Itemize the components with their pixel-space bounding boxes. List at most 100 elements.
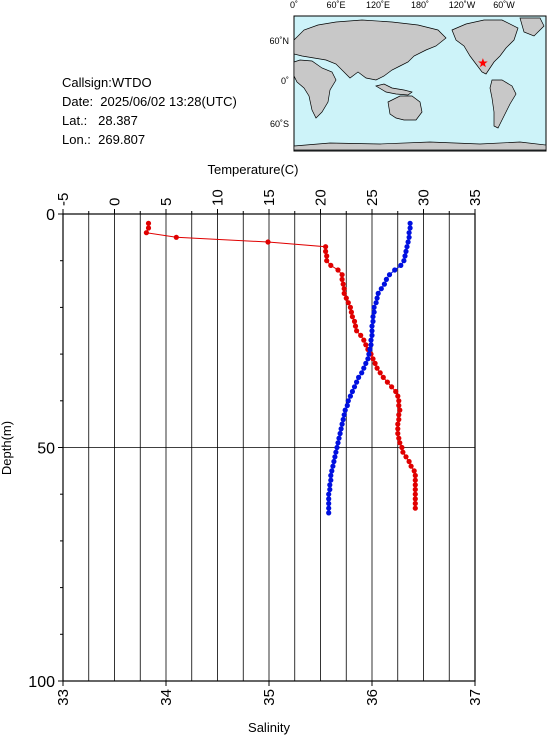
callsign-text: Callsign:WTDO [62, 75, 152, 90]
salinity-data-point [392, 267, 398, 273]
map-lat-label: 60˚S [270, 119, 289, 129]
salinity-data-point [402, 253, 408, 259]
map-lon-label: 180˚ [411, 0, 429, 10]
temperature-data-point [384, 379, 390, 385]
salinity-data-point [327, 486, 333, 493]
temperature-data-point [399, 444, 405, 451]
temperature-data-point [341, 286, 347, 292]
salinity-data-point [381, 281, 387, 287]
map-lon-label: 120˚W [449, 0, 476, 10]
salinity-data-point [338, 426, 344, 432]
temperature-data-point [380, 374, 386, 380]
salinity-data-point [328, 477, 334, 483]
temperature-data-point [389, 384, 395, 390]
temperature-data-point [396, 398, 402, 404]
salinity-data-point [368, 342, 374, 348]
world-map: 0˚ 60˚E 120˚E 180˚ 120˚W 60˚W 60˚N 0˚ 60… [269, 0, 547, 152]
salinity-data-point [405, 239, 411, 245]
salinity-data-point [403, 248, 409, 254]
depth-axis-label: Depth(m) [0, 421, 14, 475]
salinity-tick-label: 34 [158, 689, 175, 706]
data-series [143, 220, 418, 516]
salinity-data-point [370, 318, 376, 324]
salinity-data-point [326, 491, 332, 497]
map-land-greenland [519, 17, 545, 37]
map-lon-label: 0˚ [290, 0, 298, 10]
temperature-data-point [412, 486, 418, 493]
salinity-data-point [367, 346, 373, 352]
temperature-data-point [352, 323, 359, 329]
salinity-data-point [337, 430, 343, 437]
grid-lines [63, 214, 475, 681]
depth-tick-label: 50 [37, 441, 55, 458]
temperature-data-point [323, 248, 329, 254]
salinity-data-point [359, 370, 365, 376]
temperature-data-point [374, 365, 380, 371]
temperature-data-point [393, 388, 399, 395]
salinity-data-point [326, 510, 332, 516]
salinity-data-point [328, 472, 334, 479]
map-land-eurasia [293, 19, 447, 81]
longitude-text: Lon.: 269.807 [62, 132, 145, 147]
salinity-data-point [373, 300, 379, 306]
temperature-data-point [406, 458, 412, 465]
map-lon-label: 60˚W [493, 0, 515, 10]
salinity-data-point [344, 402, 350, 409]
salinity-data-point [354, 379, 360, 385]
map-lon-label: 120˚E [366, 0, 390, 10]
temperature-data-point [347, 304, 353, 310]
temperature-data-point [145, 220, 152, 226]
date-text: Date: 2025/06/02 13:28(UTC) [62, 94, 237, 109]
temperature-data-point [145, 225, 152, 231]
temperature-data-point [339, 276, 345, 282]
salinity-data-point [331, 458, 337, 465]
temperature-data-point [363, 342, 369, 348]
temperature-data-point [412, 491, 418, 497]
temperature-data-point [395, 421, 401, 427]
salinity-data-point [326, 496, 332, 502]
temperature-data-point [377, 370, 383, 376]
salinity-data-point [398, 262, 404, 268]
temperature-data-point [265, 239, 271, 245]
map-land-antarctica [293, 141, 547, 151]
temperature-tick-label: 35 [467, 189, 484, 206]
temperature-data-point [339, 272, 345, 278]
salinity-data-point [371, 309, 377, 315]
salinity-data-point [368, 337, 374, 343]
temperature-data-point [412, 482, 418, 488]
salinity-data-point [375, 290, 381, 296]
salinity-data-point [404, 244, 410, 250]
temperature-tick-label: 0 [107, 198, 124, 206]
salinity-data-point [371, 304, 377, 310]
map-land [293, 17, 547, 151]
temperature-data-point [396, 416, 402, 423]
map-marker [478, 58, 488, 68]
temperature-tick-label: 30 [416, 189, 433, 206]
salinity-data-point [347, 393, 353, 399]
salinity-data-point [369, 323, 375, 329]
temperature-data-point [412, 496, 418, 502]
salinity-data-point [326, 505, 332, 511]
salinity-data-point [332, 454, 338, 460]
salinity-data-point [366, 351, 372, 357]
station-info: Callsign:WTDO Date: 2025/06/02 13:28(UTC… [62, 75, 237, 147]
salinity-tick-label: 35 [261, 689, 278, 706]
salinity-data-point [351, 384, 358, 390]
temperature-data-point [397, 440, 403, 446]
temperature-data-point [395, 430, 401, 437]
salinity-data-point [349, 388, 355, 395]
temperature-data-point [335, 267, 341, 273]
latitude-text: Lat.: 28.387 [62, 113, 138, 128]
temperature-data-point [396, 435, 402, 441]
salinity-tick-label: 33 [55, 689, 72, 706]
salinity-data-point [361, 365, 367, 371]
salinity-data-point [334, 444, 340, 451]
temperature-data-point [345, 300, 351, 306]
temperature-data-point [412, 477, 418, 483]
temperature-data-point [358, 332, 364, 338]
depth-tick-label: 100 [28, 674, 55, 691]
temperature-data-point [412, 500, 418, 507]
temperature-tick-label: 10 [210, 189, 227, 206]
